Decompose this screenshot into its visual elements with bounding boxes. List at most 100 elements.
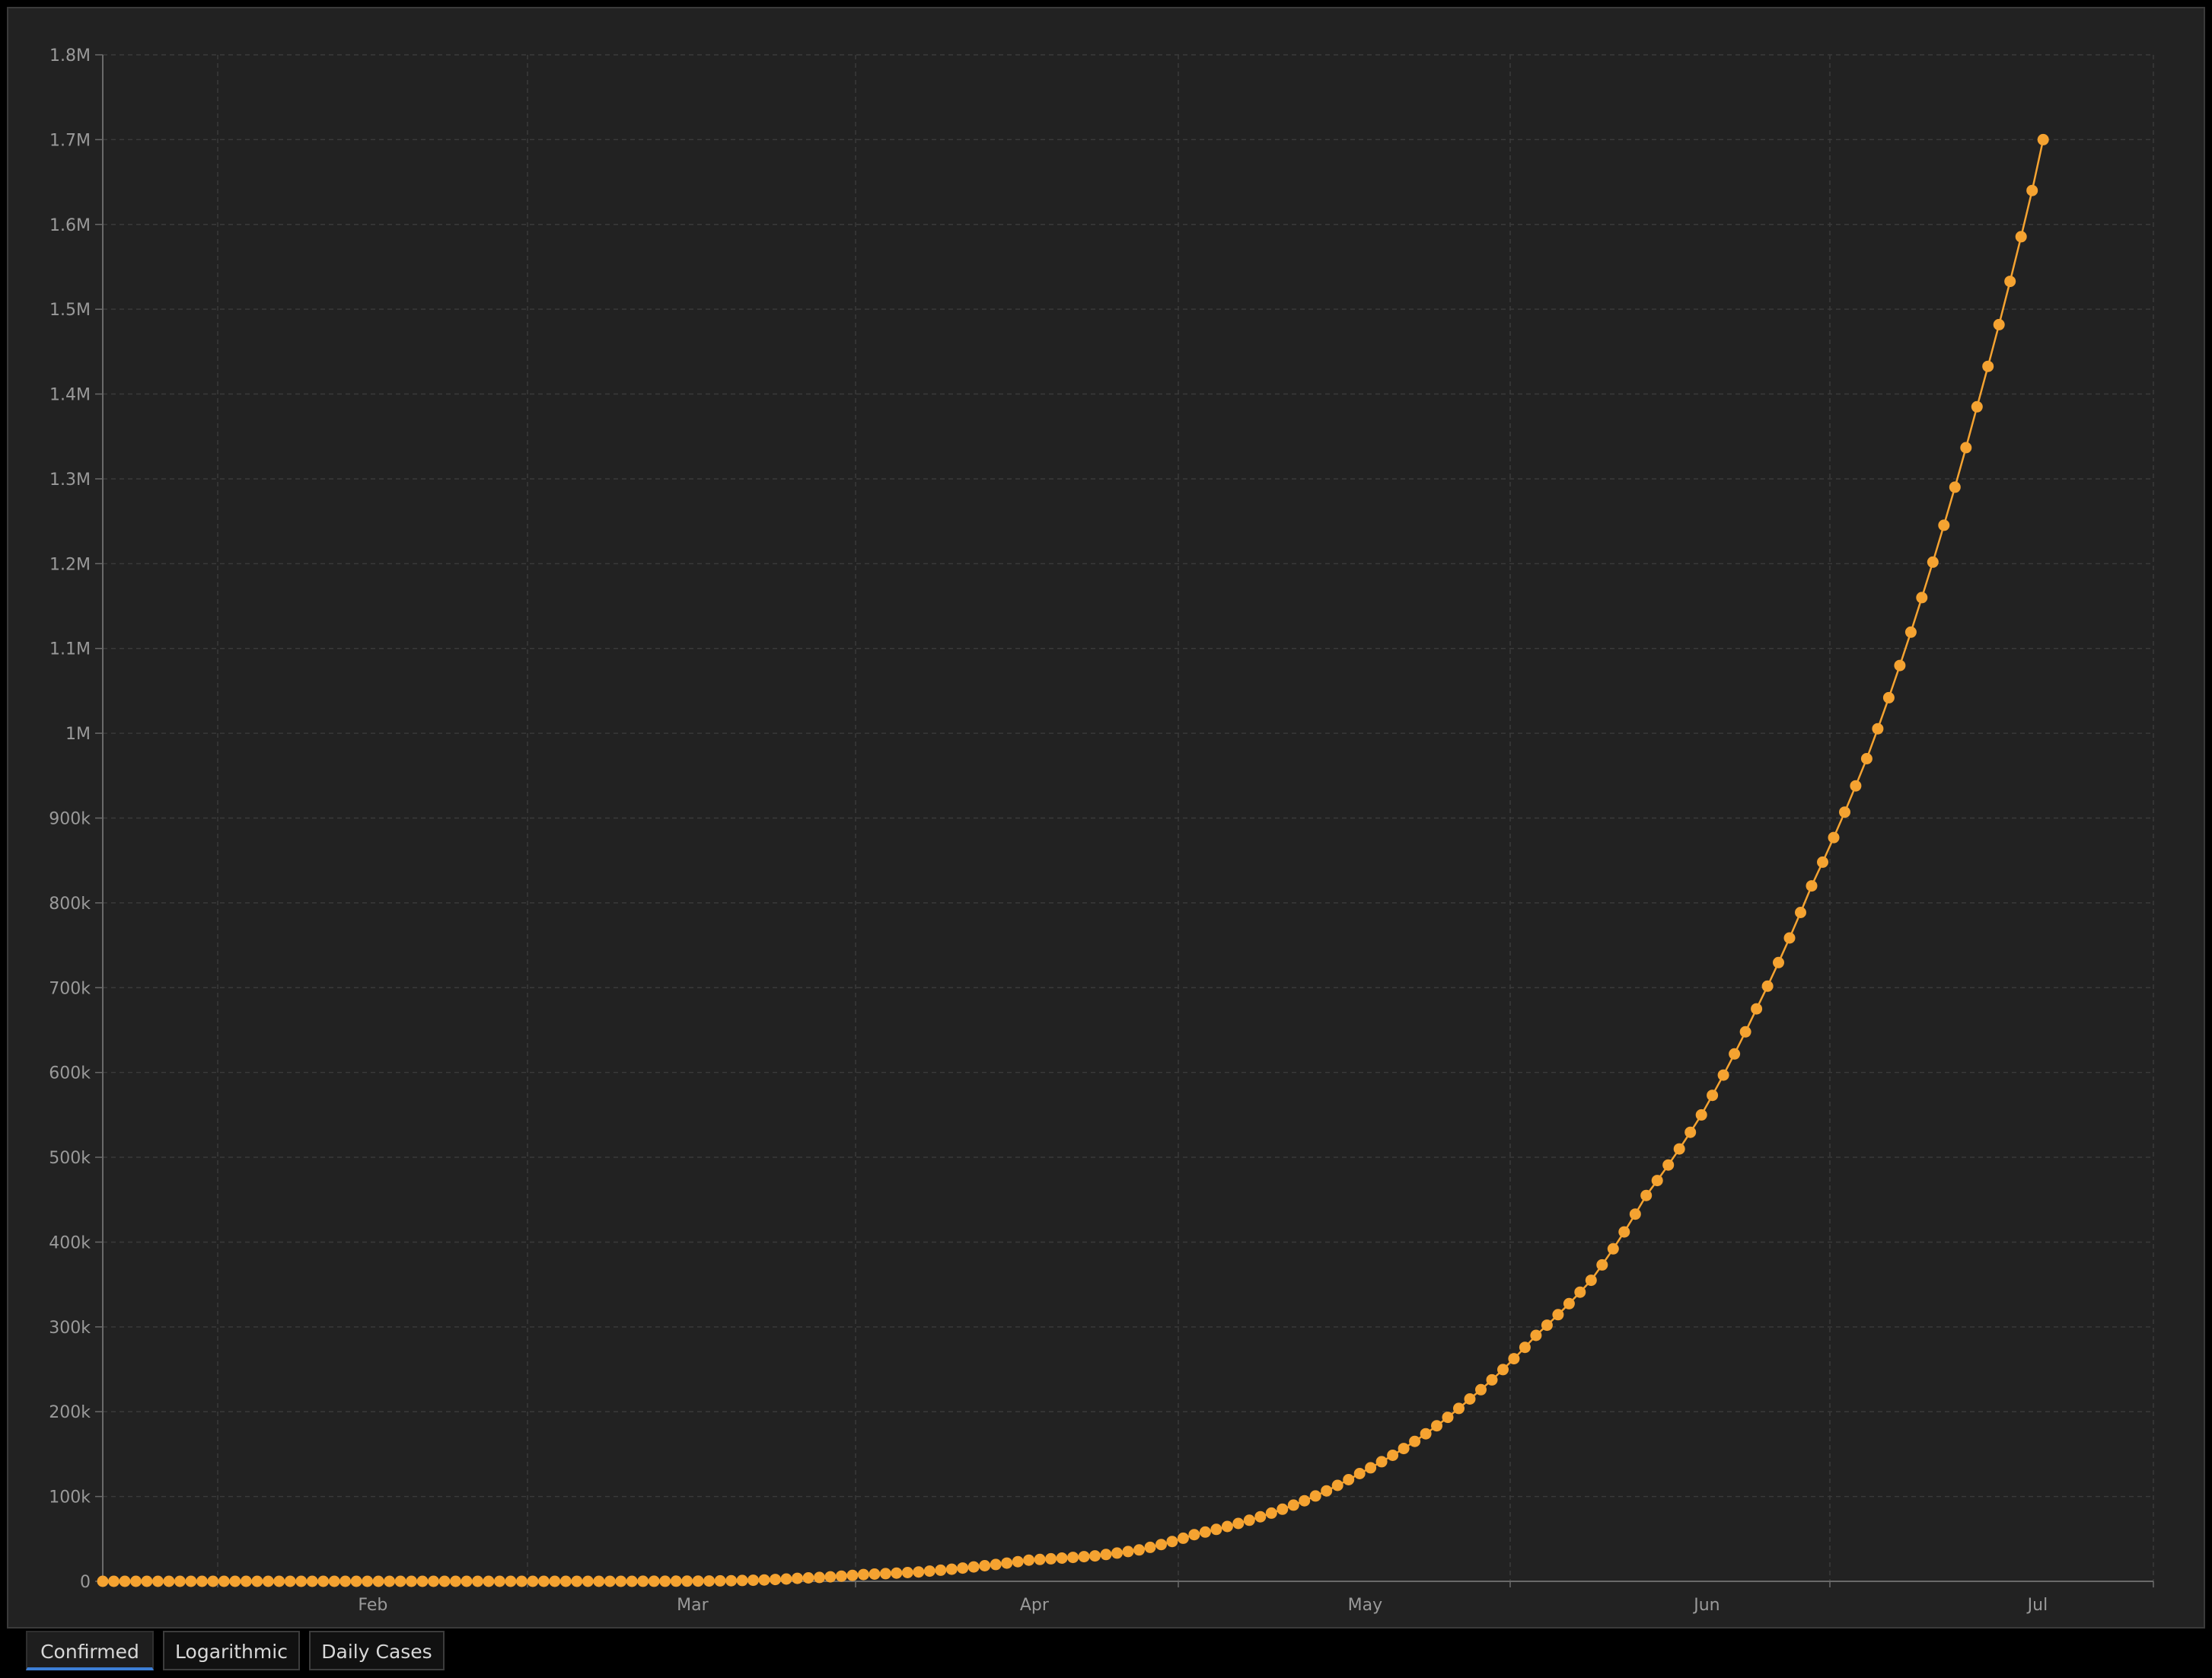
- data-point: [1375, 1456, 1388, 1468]
- data-point: [1045, 1552, 1057, 1565]
- data-point: [1299, 1495, 1311, 1507]
- data-point: [1971, 400, 1983, 413]
- data-point: [1001, 1557, 1013, 1569]
- data-point: [1519, 1341, 1531, 1354]
- y-tick-label: 900k: [49, 810, 91, 829]
- data-point: [130, 1575, 142, 1587]
- x-tick-label: Jul: [2026, 1596, 2048, 1615]
- y-tick-label: 800k: [49, 895, 91, 914]
- data-point: [461, 1575, 473, 1587]
- data-point: [1078, 1551, 1090, 1563]
- data-point: [901, 1567, 913, 1578]
- data-point: [1882, 691, 1895, 703]
- data-point: [1673, 1143, 1685, 1155]
- data-point: [1960, 442, 1972, 454]
- data-point: [493, 1575, 505, 1587]
- data-point: [295, 1575, 308, 1587]
- data-point: [2004, 276, 2016, 288]
- data-point: [262, 1575, 274, 1587]
- tab-confirmed[interactable]: Confirmed: [26, 1631, 154, 1670]
- data-point: [559, 1575, 572, 1587]
- x-tick-label: May: [1348, 1596, 1382, 1615]
- data-point: [1938, 519, 1950, 531]
- data-point: [1453, 1402, 1465, 1415]
- confirmed-cases-chart: 0 100k 200k 300k 400k 500k 600k 700k 800k 900k 1M 1…: [49, 46, 2154, 1615]
- data-point: [814, 1571, 825, 1584]
- data-point: [1277, 1503, 1289, 1515]
- data-point: [1309, 1490, 1321, 1502]
- data-point: [1475, 1383, 1487, 1396]
- x-tick-label: Apr: [1020, 1596, 1050, 1615]
- data-point: [1287, 1499, 1299, 1511]
- data-point: [527, 1575, 539, 1587]
- data-point: [846, 1569, 859, 1581]
- data-point: [626, 1575, 638, 1587]
- data-point: [1828, 831, 1840, 844]
- data-point: [747, 1574, 759, 1587]
- data-point: [185, 1575, 197, 1587]
- y-tick-label: 1.2M: [49, 555, 91, 574]
- data-point: [1321, 1485, 1333, 1497]
- data-point: [1442, 1412, 1454, 1424]
- data-point: [1089, 1550, 1101, 1562]
- data-point: [1221, 1520, 1233, 1533]
- data-point: [1508, 1353, 1520, 1365]
- data-point: [990, 1558, 1002, 1571]
- tab-logarithmic[interactable]: Logarithmic: [163, 1631, 300, 1670]
- y-tick-label: 1.1M: [49, 640, 91, 659]
- data-point: [284, 1575, 296, 1587]
- data-point: [1684, 1126, 1697, 1138]
- data-point: [196, 1575, 208, 1587]
- y-tick-label: 0: [80, 1573, 91, 1592]
- data-point: [537, 1575, 550, 1587]
- data-point: [97, 1575, 109, 1587]
- data-point: [306, 1575, 318, 1587]
- data-point: [659, 1575, 671, 1587]
- data-point: [967, 1561, 980, 1573]
- data-point: [1067, 1552, 1079, 1564]
- data-point: [1155, 1539, 1167, 1551]
- data-point: [1596, 1258, 1608, 1271]
- data-point: [714, 1574, 726, 1587]
- data-point: [273, 1575, 285, 1587]
- data-point: [1100, 1549, 1112, 1561]
- data-point: [1574, 1286, 1586, 1298]
- data-point: [802, 1572, 814, 1584]
- data-point: [2037, 133, 2049, 145]
- tab-daily-cases[interactable]: Daily Cases: [309, 1631, 445, 1670]
- data-point: [1795, 907, 1806, 918]
- data-point: [1012, 1555, 1024, 1568]
- x-tick-label: Jun: [1692, 1596, 1720, 1615]
- data-point: [1783, 932, 1796, 944]
- y-tick-label: 1M: [65, 725, 91, 744]
- data-point: [151, 1575, 164, 1587]
- data-point: [571, 1575, 583, 1587]
- data-point: [935, 1564, 947, 1576]
- data-point: [758, 1574, 770, 1586]
- data-point: [362, 1575, 374, 1587]
- data-point: [1751, 1003, 1763, 1015]
- y-tick-label: 1.6M: [49, 216, 91, 235]
- data-point: [582, 1575, 594, 1587]
- data-point: [1353, 1468, 1366, 1479]
- y-tick-label: 700k: [49, 979, 91, 998]
- data-point: [218, 1575, 230, 1587]
- data-point: [317, 1575, 330, 1587]
- data-point: [1188, 1529, 1200, 1541]
- data-point: [438, 1575, 451, 1587]
- data-point: [163, 1575, 175, 1587]
- data-point: [1629, 1208, 1641, 1220]
- data-point: [1331, 1479, 1343, 1491]
- data-point: [1122, 1546, 1134, 1558]
- data-point: [593, 1575, 605, 1587]
- y-tick-label: 100k: [49, 1488, 91, 1507]
- data-point: [1232, 1517, 1245, 1530]
- data-point: [1265, 1507, 1277, 1519]
- data-point: [108, 1575, 120, 1587]
- data-point: [1982, 360, 1994, 372]
- y-tick-label: 1.5M: [49, 301, 91, 320]
- data-point: [1199, 1526, 1211, 1538]
- x-tick-label: Feb: [358, 1596, 387, 1615]
- series-layer: [97, 133, 2049, 1587]
- data-point: [857, 1568, 869, 1581]
